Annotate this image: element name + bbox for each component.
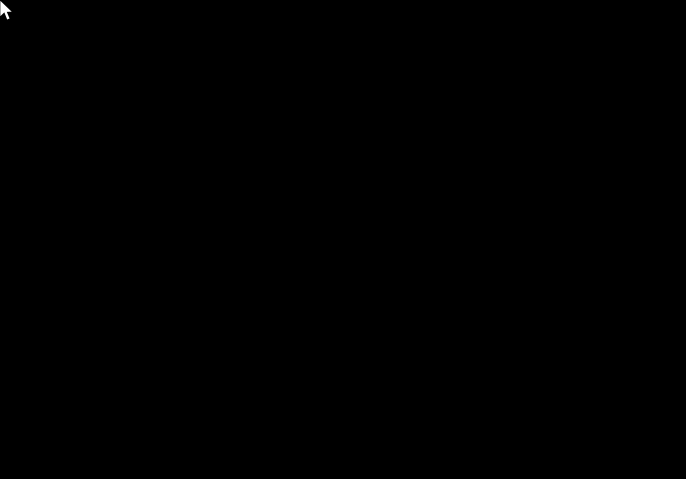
chart-plot-area[interactable] (0, 0, 644, 479)
price-scale[interactable] (644, 0, 686, 479)
chart-canvas (0, 0, 644, 479)
